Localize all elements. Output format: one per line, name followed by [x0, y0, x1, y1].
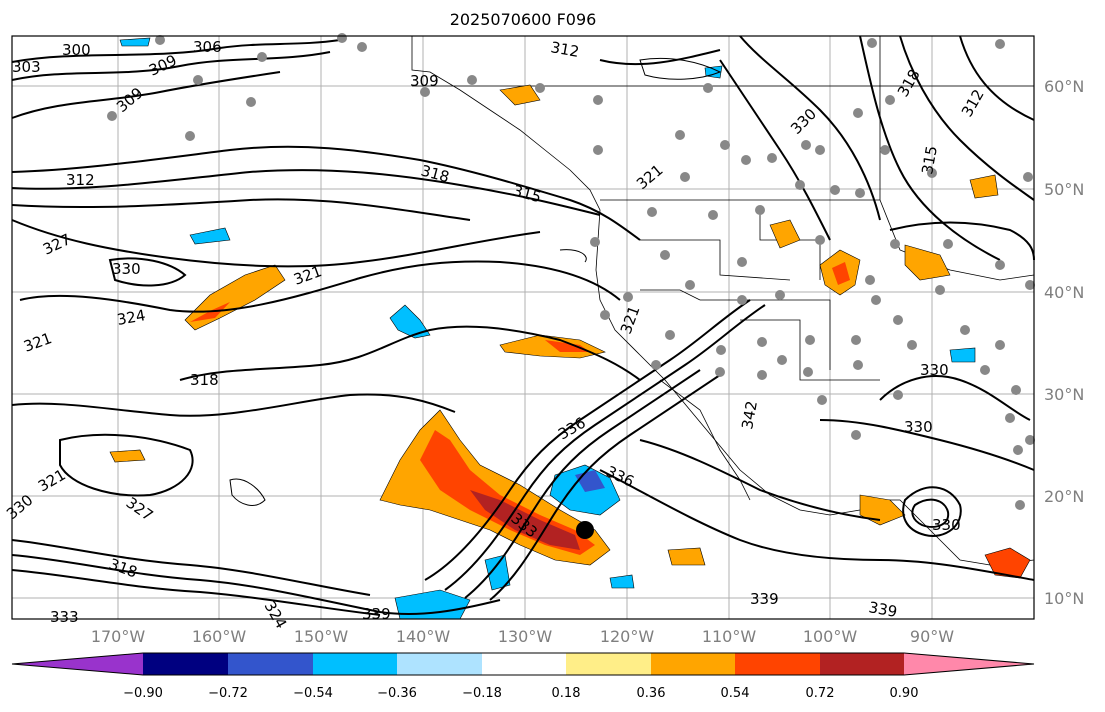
map-frame	[11, 35, 1035, 620]
lon-label: 110°W	[702, 627, 757, 646]
colorbar-segment	[397, 653, 482, 675]
contour-label: 306	[193, 38, 222, 56]
colorbar-segment	[566, 653, 651, 675]
colorbar-tick: 0.90	[890, 686, 919, 701]
lat-label: 50°N	[1044, 180, 1084, 199]
thin-contours	[229, 57, 722, 506]
contour-label: 330	[112, 260, 141, 278]
lon-label: 170°W	[91, 627, 146, 646]
lon-label: 90°W	[910, 627, 954, 646]
colorbar-high-extension	[904, 653, 1034, 675]
lon-label: 130°W	[498, 627, 553, 646]
map-title: 2025070600 F096	[449, 10, 597, 29]
contour-label: 309	[410, 72, 439, 90]
station-dots	[107, 33, 1035, 510]
colorbar-segment	[820, 653, 904, 675]
colorbar-tick: 0.36	[637, 686, 666, 701]
colorbar-segment	[143, 653, 228, 675]
lon-label: 140°W	[396, 627, 451, 646]
lon-label: 120°W	[600, 627, 655, 646]
contour-label: 339	[362, 605, 391, 623]
colorbar-tick: −0.54	[293, 686, 333, 701]
contour-label: 330	[932, 516, 961, 534]
contour-label: 339	[867, 598, 898, 621]
colorbar-ticks: −0.90 −0.72 −0.54 −0.36 −0.18 0.18 0.36 …	[123, 686, 918, 701]
contour-label: 303	[12, 58, 41, 76]
colorbar-tick: 0.54	[721, 686, 750, 701]
colorbar-tick: −0.36	[377, 686, 417, 701]
contour-label: 333	[50, 608, 79, 626]
colorbar-tick: −0.72	[208, 686, 248, 701]
colorbar-outline	[11, 652, 1035, 676]
lat-label: 30°N	[1044, 385, 1084, 404]
colorbar-segment	[735, 653, 820, 675]
colorbar	[11, 652, 1035, 676]
colorbar-segment	[482, 653, 566, 675]
shaded-positive	[109, 84, 1031, 579]
colorbar-low-extension	[12, 653, 143, 675]
contour-label: 324	[116, 306, 147, 329]
longitude-labels: 170°W 160°W 150°W 140°W 130°W 120°W 110°…	[91, 627, 954, 646]
colorbar-segment	[651, 653, 735, 675]
lat-label: 10°N	[1044, 589, 1084, 608]
latitude-labels: 60°N 50°N 40°N 30°N 20°N 10°N	[1044, 77, 1084, 608]
contour-label: 300	[62, 41, 91, 59]
contour-label: 342	[738, 399, 761, 430]
lon-label: 150°W	[294, 627, 349, 646]
contour-label: 330	[920, 361, 949, 379]
contour-label: 312	[549, 38, 580, 61]
colorbar-tick: 0.72	[806, 686, 835, 701]
colorbar-tick: −0.18	[462, 686, 502, 701]
lat-label: 40°N	[1044, 283, 1084, 302]
colorbar-tick: 0.18	[552, 686, 581, 701]
contour-label: 318	[190, 371, 219, 389]
contour-label: 312	[66, 171, 95, 189]
lat-label: 20°N	[1044, 487, 1084, 506]
colorbar-segment	[313, 653, 397, 675]
tropical-cyclone-dot	[576, 521, 594, 539]
shaded-negative	[119, 37, 976, 620]
colorbar-segment	[228, 653, 313, 675]
lat-label: 60°N	[1044, 77, 1084, 96]
lon-label: 160°W	[192, 627, 247, 646]
contour-label: 339	[750, 590, 779, 608]
contour-label: 315	[918, 144, 941, 175]
contour-lines	[11, 35, 1035, 616]
colorbar-tick: −0.90	[123, 686, 163, 701]
lon-label: 100°W	[803, 627, 858, 646]
contour-label: 330	[904, 418, 933, 436]
